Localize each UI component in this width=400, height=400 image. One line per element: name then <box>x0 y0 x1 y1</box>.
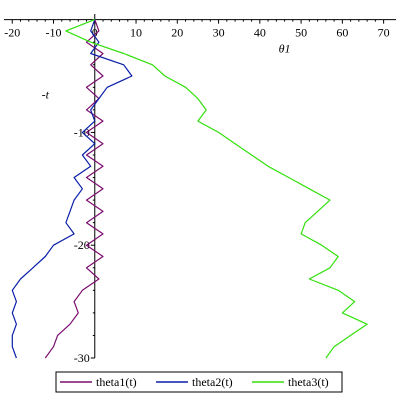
x-tick-label: -10 <box>46 26 62 40</box>
x-tick-label: 50 <box>295 26 307 40</box>
x-tick-label: 40 <box>254 26 266 40</box>
legend-items: theta1(t) theta2(t) theta3(t) <box>60 375 329 389</box>
plot-area: -20 -10 0 10 20 30 40 50 60 70 -10 -20 -30 θ1 -t <box>4 14 396 365</box>
legend-box <box>55 371 343 393</box>
x-tick-label: -20 <box>4 26 20 40</box>
y-axis-label: -t <box>42 88 50 102</box>
x-tick-label: 0 <box>92 26 98 40</box>
series-line-theta1-t <box>44 19 104 359</box>
x-axis-label: θ1 <box>279 42 291 56</box>
x-tick-label: 60 <box>336 26 348 40</box>
y-ticks: -10-20-30 <box>74 41 95 365</box>
series-line-theta3-t <box>65 19 368 359</box>
x-tick-label: 20 <box>171 26 183 40</box>
x-tick-label: 10 <box>130 26 142 40</box>
x-tick-label: 30 <box>213 26 225 40</box>
series-group <box>11 19 368 359</box>
legend: theta1(t) theta2(t) theta3(t) <box>55 371 343 393</box>
series-line-theta2-t <box>11 19 133 359</box>
y-tick-label: -20 <box>74 238 90 252</box>
x-ticks: -20 -10 0 10 20 30 40 50 60 70 <box>4 19 390 40</box>
y-tick-label: -30 <box>74 351 90 365</box>
legend-label: theta1(t) <box>96 375 137 389</box>
x-tick-label: 70 <box>378 26 390 40</box>
legend-label: theta3(t) <box>288 375 329 389</box>
legend-label: theta2(t) <box>192 375 233 389</box>
